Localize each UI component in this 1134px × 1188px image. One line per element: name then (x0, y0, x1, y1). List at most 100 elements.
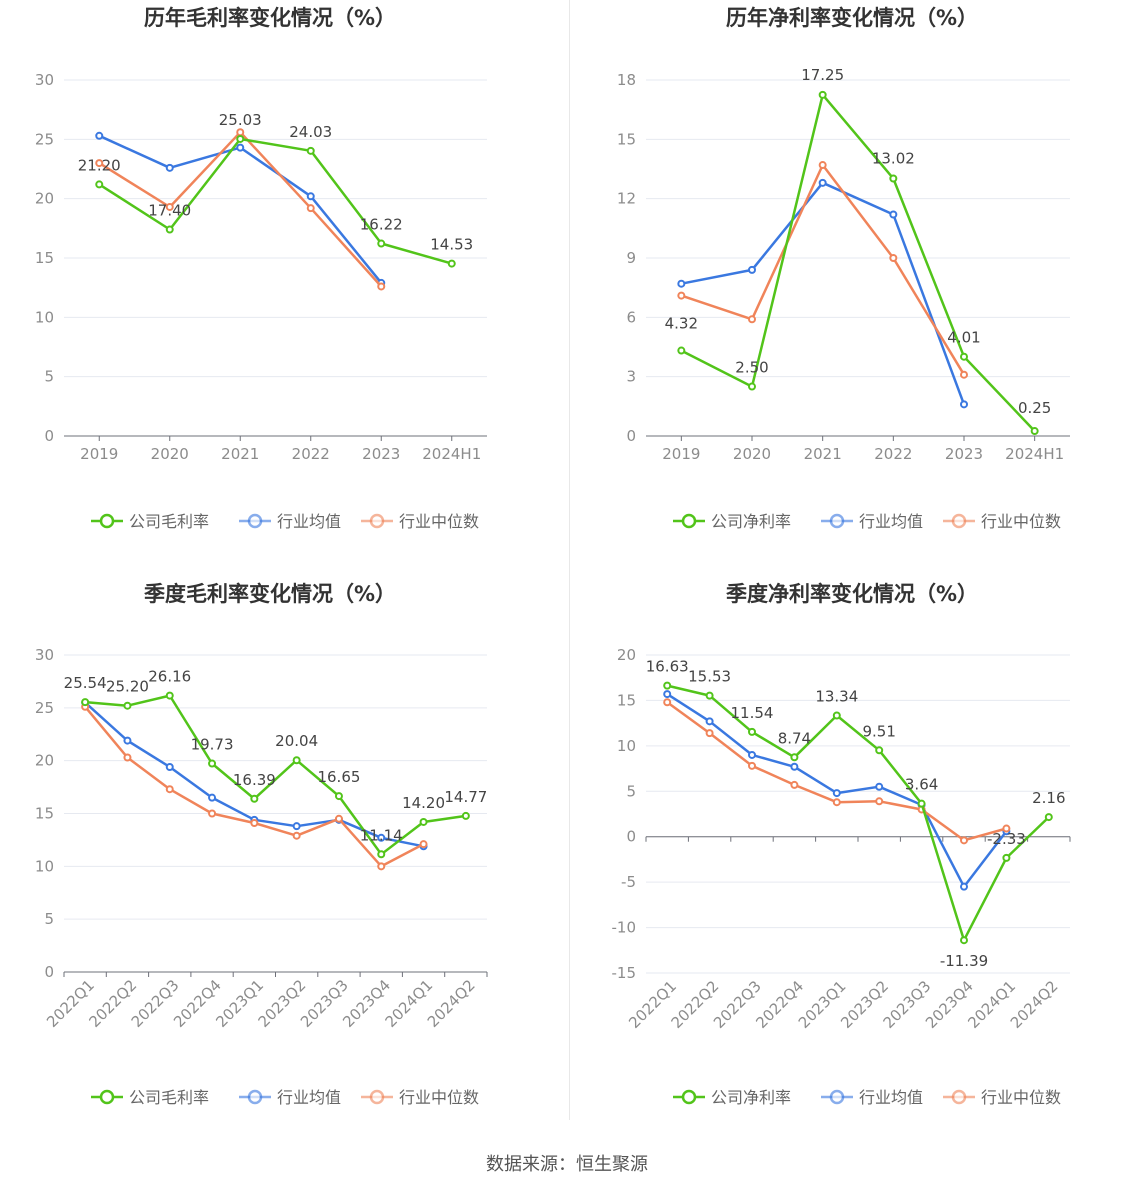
annual-gross-margin-svg: 历年毛利率变化情况（%） 0 5 10 15 20 25 30 2019 2020 2021 2022… (35, 6, 487, 531)
series-line-company (666, 684, 1050, 942)
data-label: 11.14 (360, 826, 403, 844)
series-line-industry_median (666, 701, 1007, 842)
data-label: 3.64 (905, 776, 938, 794)
data-point-industry_avg (818, 178, 827, 187)
data-point-company (889, 174, 898, 183)
x-tick-label: 2024H1 (422, 445, 481, 463)
x-tick-label: 2023 (362, 445, 400, 463)
data-point-company (306, 146, 315, 155)
data-label: 14.77 (444, 788, 487, 806)
data-point-industry_median (832, 798, 841, 807)
data-point-industry_avg (748, 265, 756, 274)
data-point-industry_median (208, 809, 217, 818)
data-point-industry_median (165, 785, 174, 794)
y-tick-label: 10 (35, 308, 54, 326)
data-point-industry_avg (790, 762, 799, 771)
chart-title: 历年净利率变化情况（%） (726, 6, 978, 30)
data-label: 25.54 (64, 674, 107, 692)
data-label: 15.53 (688, 668, 731, 686)
quarterly-gross-margin-svg: 季度毛利率变化情况（%）0510152025302022Q12022Q22022… (35, 582, 488, 1107)
legend-swatch-marker-industry_avg (247, 513, 263, 529)
data-point-industry_median (960, 836, 968, 845)
legend-swatch-marker-company (681, 513, 697, 529)
data-point-industry_median (663, 698, 672, 707)
series-line-company (98, 137, 453, 265)
series-line-industry_avg (98, 134, 383, 284)
data-point-company (832, 711, 841, 720)
y-tick-label: 15 (35, 249, 54, 267)
data-label: 21.20 (78, 156, 121, 174)
x-tick-label: 2019 (80, 445, 118, 463)
data-point-company (677, 346, 686, 355)
x-tick-label: 2023 (945, 445, 983, 463)
data-label: 14.53 (430, 236, 473, 254)
data-point-industry_avg (960, 882, 968, 891)
y-tick-label: 30 (35, 646, 54, 664)
data-label: 16.39 (233, 771, 276, 789)
data-point-industry_avg (748, 750, 756, 759)
data-point-company (250, 794, 259, 803)
data-point-industry_avg (306, 192, 315, 201)
panel-divider (569, 0, 570, 1120)
data-label: 25.03 (219, 111, 262, 129)
data-point-industry_median (123, 753, 132, 762)
y-tick-label: 15 (35, 805, 54, 823)
data-point-industry_median (818, 161, 827, 170)
data-point-industry_avg (292, 822, 301, 831)
data-point-company (748, 727, 756, 736)
data-label: 26.16 (148, 668, 191, 686)
data-point-company (377, 239, 386, 248)
data-point-company (875, 746, 884, 755)
data-point-company (419, 817, 428, 826)
series-line-company (680, 93, 1036, 432)
data-label: 13.34 (815, 688, 858, 706)
data-point-company (236, 134, 245, 143)
x-tick-label: 2020 (151, 445, 189, 463)
data-point-industry_avg (377, 833, 386, 842)
legend-label-company: 公司毛利率 (129, 512, 209, 531)
legend-label-industry_avg: 行业均值 (859, 1088, 923, 1107)
chart-title: 季度净利率变化情况（%） (726, 582, 978, 606)
quarterly-net-margin-svg: 季度净利率变化情况（%）-15-10-5051015202022Q12022Q2… (612, 582, 1071, 1107)
data-point-company (960, 936, 968, 945)
data-source-note: 数据来源：恒生聚源 (486, 1154, 648, 1175)
legend-label-industry_avg: 行业均值 (859, 512, 923, 531)
y-tick-label: 15 (617, 691, 636, 709)
data-label: 2.16 (1032, 789, 1065, 807)
data-point-industry_avg (208, 793, 217, 802)
legend-swatch-marker-company (99, 1089, 115, 1105)
data-label: 16.65 (317, 768, 360, 786)
data-point-industry_median (377, 282, 386, 291)
legend-swatch-marker-industry_median (369, 1089, 385, 1105)
data-point-company (123, 701, 132, 710)
legend-swatch-marker-industry_avg (829, 513, 845, 529)
x-tick-label: 2024H1 (1005, 445, 1064, 463)
y-tick-label: 0 (44, 427, 54, 445)
data-point-industry_avg (95, 131, 104, 140)
data-point-industry_avg (165, 163, 174, 172)
y-tick-label: -10 (612, 919, 637, 937)
data-label: 17.40 (148, 202, 191, 220)
data-point-company (818, 90, 827, 99)
data-point-company (334, 792, 343, 801)
annual-gross-margin-chart: 历年毛利率变化情况（%） 0 5 10 15 20 25 30 2019 2020 2021 2022… (0, 0, 567, 570)
data-point-company (790, 753, 799, 762)
data-point-industry_median (95, 159, 104, 168)
y-tick-label: -15 (612, 964, 637, 982)
y-tick-label: 25 (35, 130, 54, 148)
legend-label-industry_avg: 行业均值 (277, 1088, 341, 1107)
legend-swatch-marker-company (99, 513, 115, 529)
data-point-industry_median (306, 204, 315, 213)
data-point-company (447, 259, 456, 268)
data-label: 16.63 (646, 658, 689, 676)
data-label: 4.32 (665, 315, 698, 333)
series-line-industry_median (680, 163, 966, 376)
data-label: 16.22 (360, 216, 403, 234)
chart-title: 历年毛利率变化情况（%） (144, 6, 396, 30)
data-point-company (917, 799, 926, 808)
data-point-company (1044, 813, 1053, 822)
data-point-company (960, 352, 968, 361)
data-point-company (1002, 853, 1011, 862)
legend-swatch-marker-industry_avg (247, 1089, 263, 1105)
y-tick-label: 0 (44, 963, 54, 981)
